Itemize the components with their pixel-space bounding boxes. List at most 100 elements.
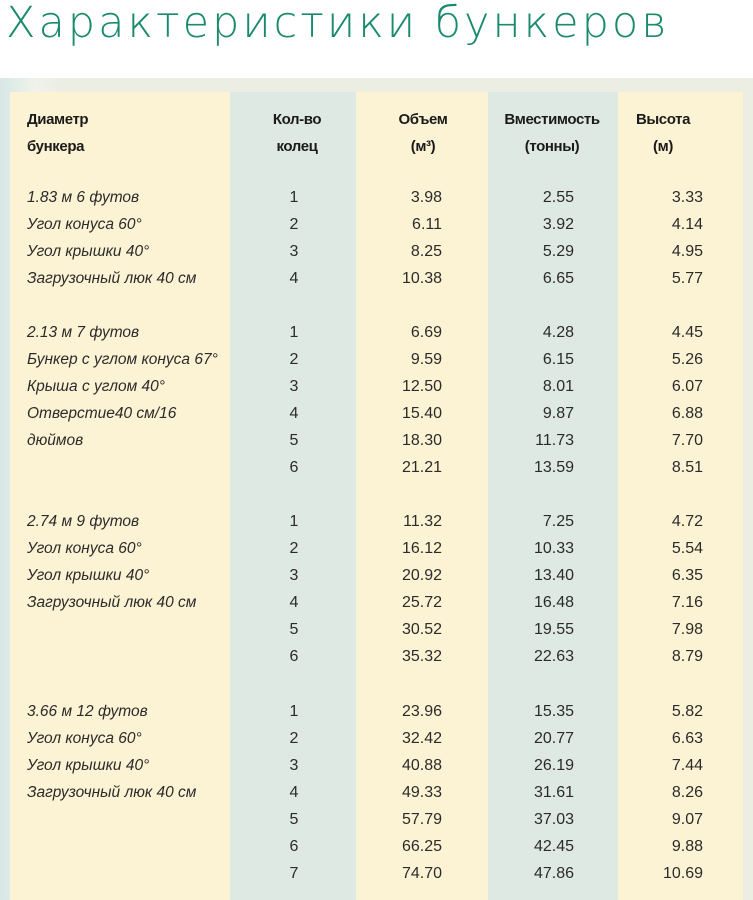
table-row: 6 21.21 13.59 8.51	[0, 454, 753, 481]
row-rings: 3	[289, 378, 299, 395]
row-description: Бункер с углом конуса 67°	[27, 351, 218, 368]
table-row: Бункер с углом конуса 67° 2 9.59 6.15 5.26	[0, 346, 753, 373]
row-capacity: 6.15	[542, 351, 574, 368]
row-rings: 1	[289, 324, 299, 341]
row-description: Загрузочный люк 40 см	[27, 594, 197, 611]
row-height: 7.70	[671, 432, 703, 449]
row-capacity: 37.03	[533, 811, 574, 828]
row-description: 2.74 м 9 футов	[27, 513, 140, 530]
row-rings: 2	[289, 216, 299, 233]
row-description: 1.83 м 6 футов	[27, 189, 140, 206]
row-capacity: 42.45	[533, 838, 574, 855]
header-volume-line1: Объем	[398, 111, 448, 128]
row-volume: 12.50	[401, 378, 442, 395]
row-volume: 15.40	[401, 405, 442, 422]
row-capacity: 16.48	[533, 594, 574, 611]
row-height: 4.14	[671, 216, 703, 233]
row-volume: 10.38	[401, 270, 442, 287]
row-volume: 66.25	[401, 838, 442, 855]
row-rings: 6	[289, 459, 299, 476]
row-volume: 6.11	[412, 216, 442, 233]
row-height: 5.26	[671, 351, 703, 368]
row-rings: 1	[289, 703, 299, 720]
row-height: 4.45	[671, 324, 703, 341]
row-capacity: 19.55	[533, 621, 574, 638]
row-rings: 5	[289, 621, 299, 638]
row-description: 3.66 м 12 футов	[27, 703, 148, 720]
row-description: Загрузочный люк 40 см	[27, 270, 197, 287]
rings-column-stripe	[230, 92, 356, 900]
row-volume: 74.70	[401, 865, 442, 882]
row-capacity: 26.19	[533, 757, 574, 774]
table-row: 2.13 м 7 футов 1 6.69 4.28 4.45	[0, 319, 753, 346]
header-volume-line2: (м³)	[410, 138, 436, 155]
row-height: 9.88	[671, 838, 703, 855]
row-height: 3.33	[671, 189, 703, 206]
table-row: 5 30.52 19.55 7.98	[0, 616, 753, 643]
row-height: 5.77	[671, 270, 703, 287]
row-volume: 35.32	[401, 648, 442, 665]
row-rings: 3	[289, 243, 299, 260]
row-capacity: 13.59	[533, 459, 574, 476]
row-height: 4.72	[671, 513, 703, 530]
table-background	[10, 92, 743, 900]
row-height: 6.63	[671, 730, 703, 747]
row-capacity: 20.77	[533, 730, 574, 747]
row-rings: 4	[289, 594, 299, 611]
row-height: 8.79	[671, 648, 703, 665]
header-rings-line2: колец	[276, 138, 318, 155]
header-diameter: Диаметр бункера	[27, 106, 89, 160]
row-rings: 6	[289, 648, 299, 665]
row-capacity: 47.86	[533, 865, 574, 882]
row-height: 6.07	[671, 378, 703, 395]
row-description: Угол конуса 60°	[27, 216, 142, 233]
header-capacity: Вместимость (тонны)	[497, 106, 607, 160]
row-capacity: 5.29	[542, 243, 574, 260]
table-row: Загрузочный люк 40 см 4 49.33 31.61 8.26	[0, 779, 753, 806]
header-capacity-line1: Вместимость	[504, 111, 600, 128]
row-capacity: 11.73	[535, 432, 574, 449]
table-row: Угол конуса 60° 2 6.11 3.92 4.14	[0, 211, 753, 238]
row-capacity: 10.33	[533, 540, 574, 557]
table-row: дюймов 5 18.30 11.73 7.70	[0, 427, 753, 454]
row-capacity: 2.55	[542, 189, 574, 206]
row-rings: 4	[289, 405, 299, 422]
row-rings: 2	[289, 730, 299, 747]
table-row: Загрузочный люк 40 см 4 10.38 6.65 5.77	[0, 265, 753, 292]
row-capacity: 4.28	[542, 324, 574, 341]
row-rings: 5	[289, 432, 299, 449]
table-row: 1.83 м 6 футов 1 3.98 2.55 3.33	[0, 184, 753, 211]
row-rings: 4	[289, 270, 299, 287]
row-rings: 1	[289, 513, 299, 530]
table-row: Отверстие40 см/16 4 15.40 9.87 6.88	[0, 400, 753, 427]
row-volume: 25.72	[401, 594, 442, 611]
row-height: 6.88	[671, 405, 703, 422]
row-volume: 18.30	[401, 432, 442, 449]
row-volume: 57.79	[401, 811, 442, 828]
row-rings: 2	[289, 540, 299, 557]
header-height-line2: (м)	[653, 138, 673, 155]
row-volume: 8.25	[410, 243, 442, 260]
row-volume: 9.59	[410, 351, 442, 368]
table-row: 3.66 м 12 футов 1 23.96 15.35 5.82	[0, 698, 753, 725]
row-capacity: 3.92	[542, 216, 574, 233]
row-height: 7.98	[671, 621, 703, 638]
row-description: Угол крышки 40°	[27, 567, 150, 584]
row-volume: 49.33	[401, 784, 442, 801]
table-row: Крыша с углом 40° 3 12.50 8.01 6.07	[0, 373, 753, 400]
row-capacity: 9.87	[542, 405, 574, 422]
header-rings-line1: Кол-во	[272, 111, 322, 128]
table-row: Угол конуса 60° 2 16.12 10.33 5.54	[0, 535, 753, 562]
row-rings: 5	[289, 811, 299, 828]
row-height: 4.95	[671, 243, 703, 260]
row-volume: 21.21	[401, 459, 442, 476]
header-rings: Кол-во колец	[262, 106, 332, 160]
row-description: дюймов	[27, 432, 84, 449]
row-volume: 30.52	[401, 621, 442, 638]
row-description: Угол крышки 40°	[27, 757, 150, 774]
table-row: 6 66.25 42.45 9.88	[0, 833, 753, 860]
row-height: 7.16	[671, 594, 703, 611]
row-height: 10.69	[662, 865, 703, 882]
row-capacity: 15.35	[533, 703, 574, 720]
row-capacity: 8.01	[542, 378, 574, 395]
